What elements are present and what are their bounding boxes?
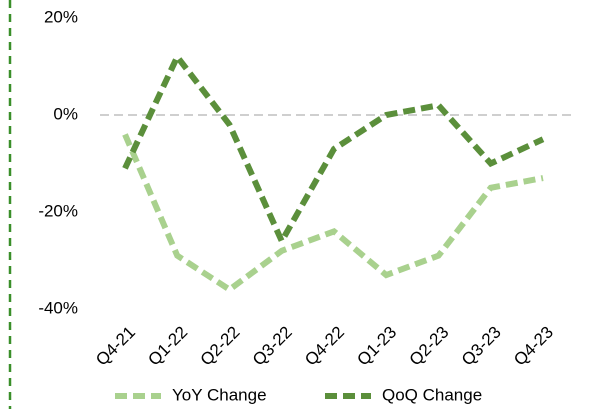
x-tick-label: Q2-22	[197, 323, 244, 370]
y-tick-label: -40%	[38, 298, 78, 317]
series-line	[122, 51, 545, 248]
x-tick-label: Q1-23	[353, 323, 400, 370]
x-tick-label: Q4-22	[301, 323, 348, 370]
legend-label: YoY Change	[172, 385, 267, 404]
x-tick-label: Q1-22	[144, 323, 191, 370]
x-tick-label: Q4-21	[92, 323, 139, 370]
y-tick-label: 20%	[44, 7, 78, 26]
legend-label: QoQ Change	[382, 385, 482, 404]
y-tick-label: 0%	[53, 104, 78, 123]
series-line	[122, 133, 544, 294]
y-tick-label: -20%	[38, 201, 78, 220]
x-tick-label: Q4-23	[510, 323, 557, 370]
x-tick-label: Q3-22	[249, 323, 296, 370]
x-tick-label: Q2-23	[406, 323, 453, 370]
x-tick-label: Q3-23	[458, 323, 505, 370]
